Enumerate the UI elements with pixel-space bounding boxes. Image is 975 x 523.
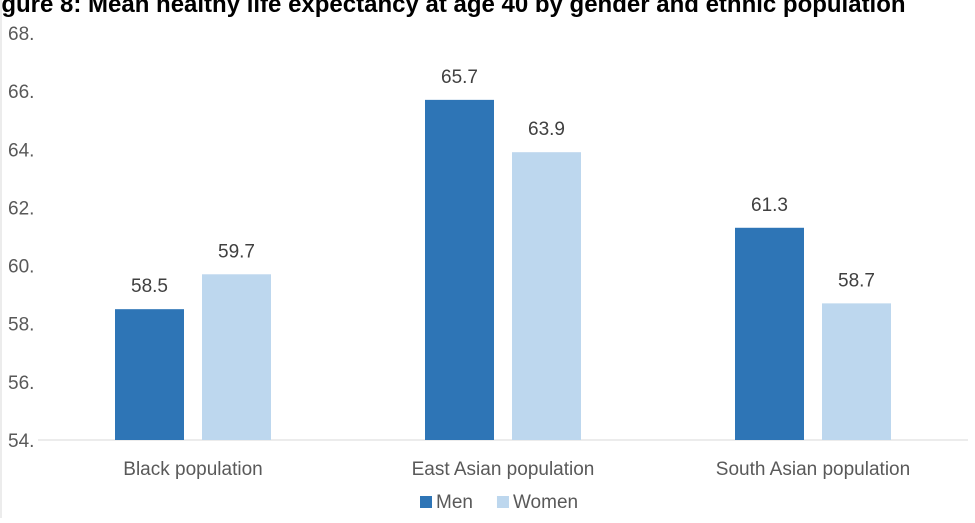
data-label: 59.7 bbox=[218, 241, 255, 262]
legend-swatch-men bbox=[420, 496, 432, 508]
legend-swatch-women bbox=[496, 496, 509, 508]
bar-women bbox=[512, 152, 581, 440]
y-tick-label: 58. bbox=[8, 315, 34, 336]
bars bbox=[115, 99, 891, 440]
bar-men bbox=[115, 309, 184, 440]
bar-men bbox=[735, 227, 804, 440]
y-tick-label: 56. bbox=[8, 373, 34, 394]
bar-women bbox=[822, 303, 891, 440]
legend-label-men: Men bbox=[436, 492, 473, 513]
x-axis: Black population East Asian population Sou… bbox=[38, 439, 968, 480]
bar-women bbox=[202, 274, 271, 440]
legend-label-women: Women bbox=[513, 492, 578, 513]
chart-title: Figure 8: Mean healthy life expectancy a… bbox=[0, 0, 906, 18]
legend: Men Women bbox=[420, 492, 578, 513]
data-label: 58.5 bbox=[131, 276, 168, 297]
data-label: 58.7 bbox=[838, 270, 875, 291]
data-labels: 58.5 59.7 65.7 63.9 61.3 58.7 bbox=[131, 67, 875, 297]
y-axis: 54. 56. 58. 60. 62. 64. 66. 68. bbox=[8, 24, 34, 452]
data-label: 65.7 bbox=[441, 67, 478, 88]
y-tick-label: 54. bbox=[8, 431, 34, 452]
bar-men bbox=[425, 99, 494, 440]
data-label: 63.9 bbox=[528, 119, 565, 140]
x-tick-label: East Asian population bbox=[412, 459, 595, 480]
x-tick-label: South Asian population bbox=[716, 459, 910, 480]
y-tick-label: 60. bbox=[8, 257, 34, 278]
x-tick-label: Black population bbox=[123, 459, 262, 480]
y-tick-label: 62. bbox=[8, 198, 34, 219]
y-tick-label: 68. bbox=[8, 24, 34, 45]
y-tick-label: 64. bbox=[8, 140, 34, 161]
data-label: 61.3 bbox=[751, 195, 788, 216]
y-tick-label: 66. bbox=[8, 82, 34, 103]
